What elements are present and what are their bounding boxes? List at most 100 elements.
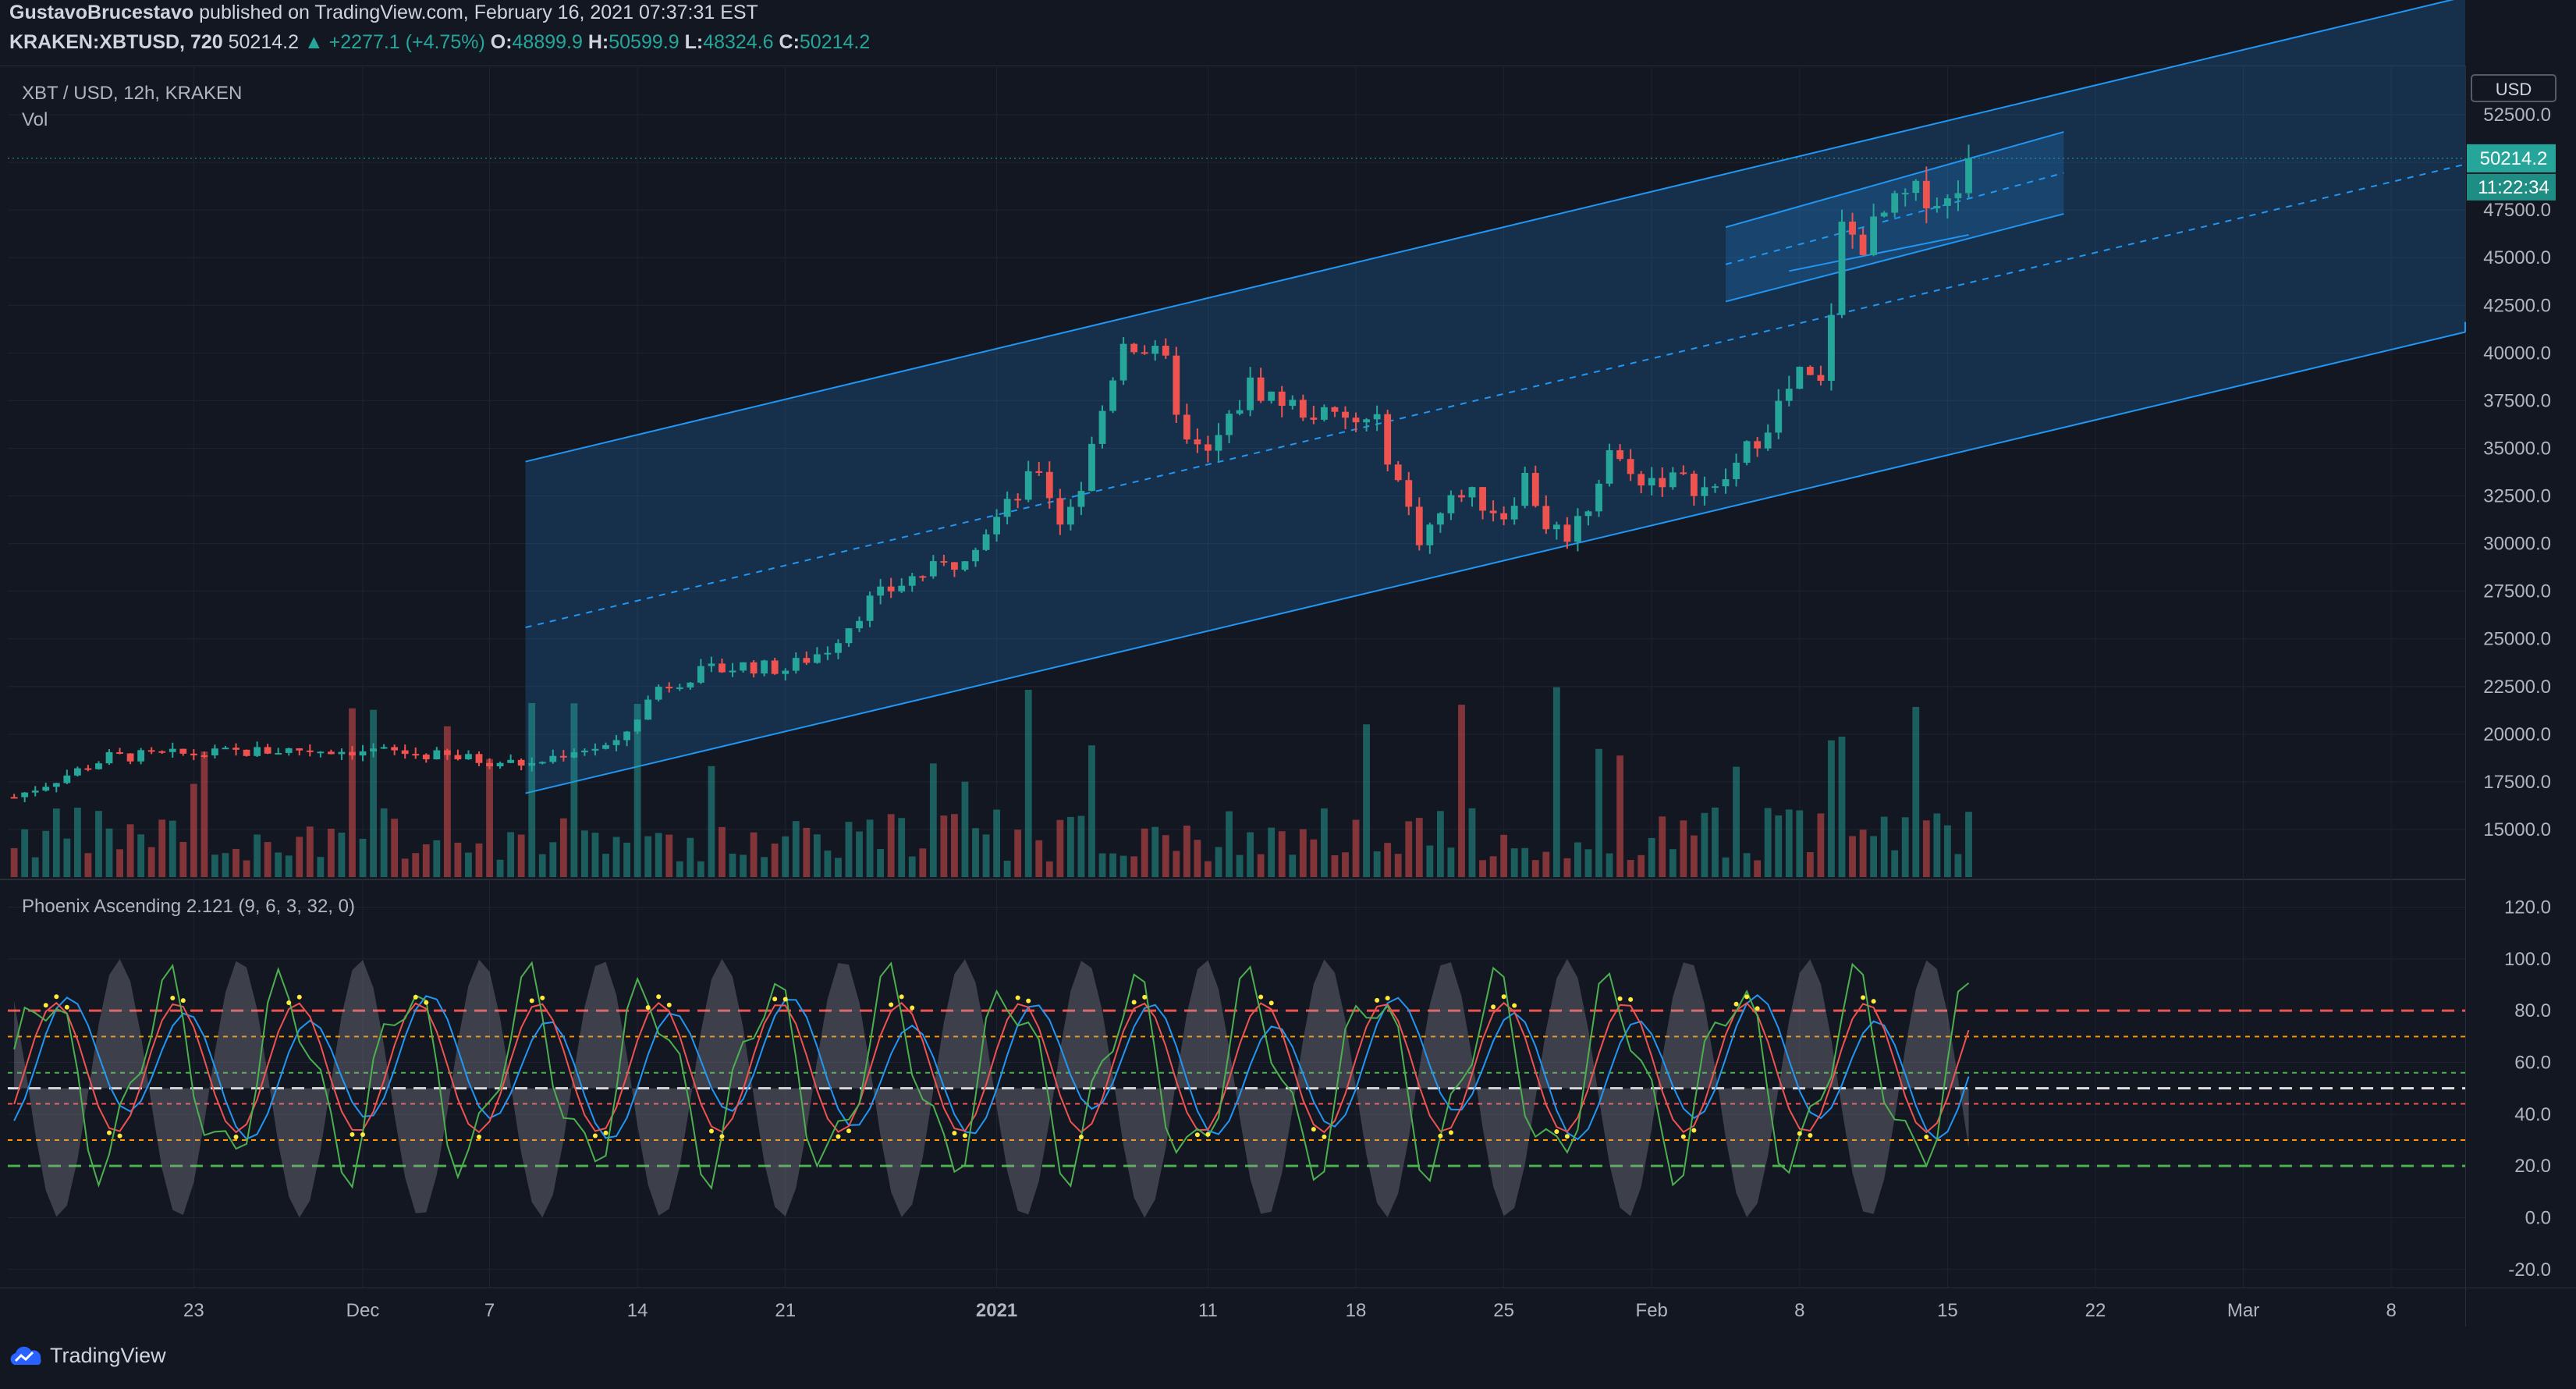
volume-bar (84, 853, 92, 877)
osc-signal-dot (1617, 996, 1623, 1001)
currency-label: USD (2496, 80, 2532, 99)
candle-body (1436, 513, 1444, 525)
candle-body (792, 658, 800, 671)
volume-bar (433, 840, 441, 877)
price-tick-label: 17500.0 (2483, 772, 2551, 793)
candle-body (1806, 367, 1814, 375)
candle-body (1796, 367, 1804, 389)
candle-body (676, 687, 683, 689)
osc-signal-dot (603, 1130, 609, 1135)
candle-body (1500, 513, 1508, 520)
volume-bar (1289, 854, 1297, 877)
time-tick-label: 23 (183, 1300, 204, 1321)
volume-bar (158, 819, 166, 877)
volume-bar (422, 844, 430, 877)
volume-legend[interactable]: Vol (22, 109, 48, 130)
volume-bar (275, 852, 282, 877)
volume-bar (1321, 808, 1328, 877)
time-tick-label: 8 (2386, 1300, 2397, 1321)
candle-body (1722, 479, 1730, 487)
volume-bar (1849, 836, 1856, 877)
candle-body (1215, 435, 1222, 451)
indicator-legend[interactable]: Phoenix Ascending 2.121 (9, 6, 3, 32, 0) (22, 896, 355, 917)
osc-signal-dot (1564, 1134, 1570, 1139)
candle-body (52, 783, 60, 787)
volume-bar (697, 861, 704, 877)
volume-bar (1838, 737, 1846, 877)
osc-signal-dot (1554, 1129, 1559, 1135)
volume-bar (898, 818, 906, 877)
candle-body (169, 748, 176, 752)
volume-bar (1552, 687, 1560, 877)
time-tick-label: Feb (1636, 1300, 1668, 1321)
candle-body (1764, 432, 1772, 449)
candle-body (1088, 443, 1095, 492)
osc-signal-dot (1026, 998, 1031, 1004)
author-name[interactable]: GustavoBrucestavo (9, 2, 194, 23)
candle-body (1173, 355, 1180, 415)
candle-body (1859, 234, 1867, 255)
volume-bar (1426, 845, 1434, 877)
volume-bar (633, 703, 641, 877)
volume-bar (644, 836, 652, 877)
volume-bar (1268, 827, 1276, 877)
osc-signal-dot (1501, 994, 1506, 1000)
volume-bar (1415, 818, 1423, 877)
time-tick-label: Dec (346, 1300, 380, 1321)
candle-body (919, 576, 927, 578)
candle-body (1933, 205, 1941, 209)
volume-bar (1933, 813, 1941, 877)
volume-bar (1299, 829, 1307, 877)
volume-bar (740, 854, 747, 877)
volume-bar (1616, 755, 1623, 877)
pair-legend[interactable]: XBT / USD, 12h, KRAKEN (22, 83, 243, 104)
candle-body (1151, 346, 1159, 354)
candle-body (729, 670, 736, 673)
volume-bar (1859, 829, 1867, 877)
osc-green-line (13, 961, 1970, 1190)
volume-bar (1690, 835, 1698, 877)
candle-body (1226, 414, 1233, 435)
candle-body (254, 747, 261, 756)
tradingview-logo[interactable]: TradingView (8, 1344, 166, 1368)
candle-body (1954, 193, 1962, 199)
volume-bar (1901, 817, 1909, 877)
candle-body (1584, 511, 1592, 517)
candle-body (708, 663, 715, 666)
volume-bar (1542, 851, 1550, 877)
volume-bar (1722, 857, 1730, 877)
osc-tick-label: 0.0 (2525, 1207, 2551, 1228)
volume-bar (1701, 812, 1708, 877)
volume-bar (211, 854, 218, 877)
volume-bar (1606, 853, 1613, 877)
tradingview-brand: TradingView (50, 1344, 166, 1367)
candle-body (1775, 400, 1783, 433)
volume-bar (570, 703, 578, 877)
osc-signal-dot (708, 1128, 714, 1134)
volume-bar (813, 834, 821, 877)
candle-body (1648, 478, 1655, 486)
candle-body (687, 682, 694, 687)
osc-signal-dot (656, 994, 662, 1000)
candle-body (1680, 472, 1687, 474)
candle-body (401, 750, 409, 755)
candle-body (179, 748, 187, 754)
volume-bar (972, 828, 979, 877)
volume-bar (1342, 852, 1349, 877)
volume-bar (1194, 840, 1201, 877)
volume-bar (1436, 811, 1444, 877)
volume-bar (1965, 812, 1972, 877)
osc-signal-dot (1924, 1135, 1929, 1140)
candle-body (1510, 506, 1518, 520)
candle-body (856, 620, 863, 629)
candles-group (10, 144, 1972, 803)
osc-signal-dot (1808, 1132, 1813, 1138)
volume-bar (602, 854, 609, 877)
candle-body (1627, 459, 1634, 474)
candle-body (1574, 516, 1581, 542)
volume-bar (254, 834, 261, 877)
volume-bar (42, 830, 50, 877)
candle-body (1194, 439, 1201, 445)
volume-bar (1384, 843, 1392, 877)
